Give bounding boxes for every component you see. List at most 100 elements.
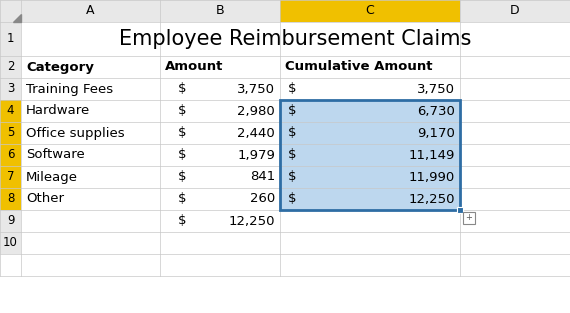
Text: 6: 6 xyxy=(7,148,14,162)
Bar xyxy=(21,78,160,100)
Bar xyxy=(460,22,570,56)
Bar xyxy=(280,122,460,144)
Text: 5: 5 xyxy=(7,126,14,140)
Text: Amount: Amount xyxy=(165,60,223,74)
Text: $: $ xyxy=(178,83,186,95)
Bar xyxy=(21,210,160,232)
Text: $: $ xyxy=(178,105,186,117)
Text: 7: 7 xyxy=(7,171,14,183)
Text: $: $ xyxy=(178,192,186,206)
Bar xyxy=(280,144,460,166)
Bar xyxy=(21,122,160,144)
Text: Mileage: Mileage xyxy=(26,171,78,183)
Bar xyxy=(280,78,460,100)
Bar xyxy=(460,122,570,144)
Bar xyxy=(460,56,570,78)
Bar xyxy=(280,210,460,232)
Text: $: $ xyxy=(178,214,186,228)
Text: 2,980: 2,980 xyxy=(237,105,275,117)
Text: Training Fees: Training Fees xyxy=(26,83,113,95)
Text: $: $ xyxy=(288,148,296,162)
Text: 3,750: 3,750 xyxy=(417,83,455,95)
Text: $: $ xyxy=(288,105,296,117)
Bar xyxy=(0,166,21,188)
Polygon shape xyxy=(13,14,21,22)
Bar xyxy=(280,188,460,210)
Bar xyxy=(460,0,570,22)
Bar xyxy=(0,210,21,232)
Text: $: $ xyxy=(178,126,186,140)
Bar xyxy=(280,56,460,78)
Text: 8: 8 xyxy=(7,192,14,206)
Text: 12,250: 12,250 xyxy=(409,192,455,206)
Text: $: $ xyxy=(178,171,186,183)
Text: $: $ xyxy=(288,192,296,206)
Bar xyxy=(460,144,570,166)
Text: 9,170: 9,170 xyxy=(417,126,455,140)
Bar xyxy=(21,0,160,22)
Bar xyxy=(160,0,280,22)
Text: Category: Category xyxy=(26,60,94,74)
Bar xyxy=(21,232,160,254)
Text: Office supplies: Office supplies xyxy=(26,126,125,140)
Text: 3: 3 xyxy=(7,83,14,95)
Bar xyxy=(160,210,280,232)
Bar xyxy=(160,22,280,56)
Bar xyxy=(0,22,21,56)
Bar xyxy=(0,188,21,210)
Text: Hardware: Hardware xyxy=(26,105,90,117)
Bar xyxy=(460,210,570,232)
Text: 11,990: 11,990 xyxy=(409,171,455,183)
Text: B: B xyxy=(215,4,225,18)
Text: 11,149: 11,149 xyxy=(409,148,455,162)
Text: $: $ xyxy=(288,83,296,95)
Bar xyxy=(0,0,21,22)
Bar xyxy=(280,232,460,254)
Text: $: $ xyxy=(288,126,296,140)
Bar xyxy=(460,100,570,122)
Bar xyxy=(0,232,21,254)
Text: 2: 2 xyxy=(7,60,14,74)
Text: 4: 4 xyxy=(7,105,14,117)
Bar xyxy=(160,188,280,210)
Text: A: A xyxy=(86,4,95,18)
Bar xyxy=(160,144,280,166)
Bar xyxy=(160,232,280,254)
Bar xyxy=(21,100,160,122)
Text: 9: 9 xyxy=(7,214,14,228)
Text: 2,440: 2,440 xyxy=(237,126,275,140)
Bar xyxy=(0,78,21,100)
Bar xyxy=(160,56,280,78)
Bar xyxy=(460,78,570,100)
Text: 841: 841 xyxy=(250,171,275,183)
Text: 260: 260 xyxy=(250,192,275,206)
Text: 1,979: 1,979 xyxy=(237,148,275,162)
Text: C: C xyxy=(365,4,374,18)
Bar xyxy=(0,56,21,78)
Bar xyxy=(160,100,280,122)
Bar xyxy=(280,166,460,188)
Bar xyxy=(0,144,21,166)
Bar xyxy=(280,100,460,210)
Bar xyxy=(160,122,280,144)
Bar xyxy=(21,144,160,166)
Bar xyxy=(280,0,460,22)
Bar xyxy=(160,166,280,188)
Text: 10: 10 xyxy=(3,237,18,249)
Text: 1: 1 xyxy=(7,33,14,45)
Text: $: $ xyxy=(288,171,296,183)
Bar xyxy=(0,122,21,144)
Bar xyxy=(280,22,460,56)
Text: 6,730: 6,730 xyxy=(417,105,455,117)
Bar xyxy=(0,100,21,122)
Text: Employee Reimbursement Claims: Employee Reimbursement Claims xyxy=(119,29,472,49)
Text: D: D xyxy=(510,4,520,18)
Bar xyxy=(160,78,280,100)
Bar xyxy=(21,56,160,78)
Text: +: + xyxy=(466,213,473,223)
Bar xyxy=(463,212,475,224)
Bar xyxy=(457,207,463,213)
Bar xyxy=(463,212,475,224)
Text: Other: Other xyxy=(26,192,64,206)
Text: 12,250: 12,250 xyxy=(229,214,275,228)
